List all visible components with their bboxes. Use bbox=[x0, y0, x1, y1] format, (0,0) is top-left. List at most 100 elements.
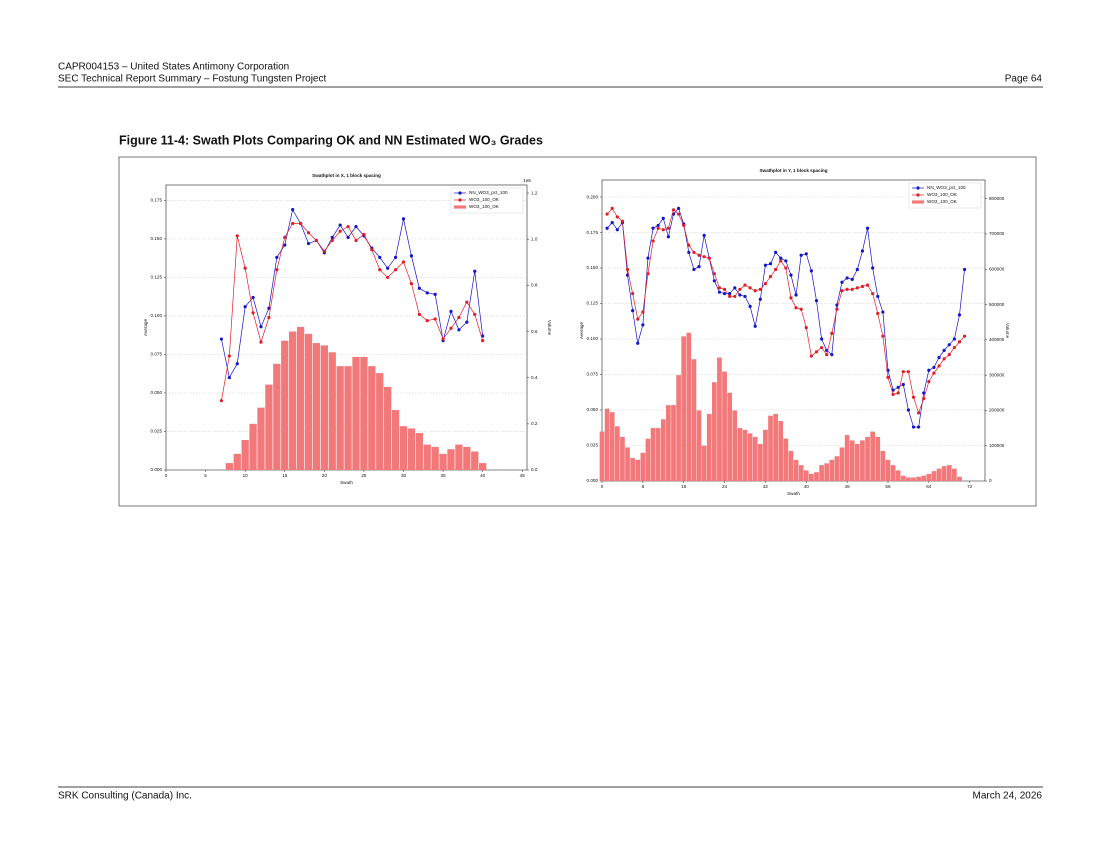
grade-point bbox=[712, 279, 716, 283]
grade-point bbox=[733, 286, 737, 290]
grade-point bbox=[291, 221, 295, 226]
grade-point bbox=[860, 284, 865, 289]
grade-point bbox=[227, 375, 231, 380]
grade-point bbox=[722, 287, 727, 291]
volume-bar bbox=[911, 477, 916, 481]
grade-point bbox=[922, 397, 926, 401]
volume-bar bbox=[696, 410, 702, 481]
volume-bar bbox=[599, 431, 605, 481]
volume-bar bbox=[289, 331, 297, 470]
grade-point bbox=[259, 340, 263, 344]
volume-bar bbox=[304, 333, 313, 470]
volume-bar bbox=[676, 375, 681, 481]
volume-bar bbox=[717, 357, 722, 481]
volume-bar bbox=[384, 386, 392, 470]
grade-point bbox=[251, 295, 255, 300]
volume-bar bbox=[803, 470, 809, 481]
grade-point bbox=[615, 215, 619, 219]
grade-point bbox=[819, 345, 824, 350]
grade-point bbox=[891, 392, 895, 396]
volume-bar bbox=[844, 435, 850, 481]
volume-bar bbox=[860, 440, 865, 481]
grade-point bbox=[809, 354, 813, 358]
legend-swatch bbox=[912, 200, 924, 204]
grade-point bbox=[605, 212, 609, 216]
grade-point bbox=[646, 256, 650, 260]
volume-bar bbox=[793, 459, 799, 481]
volume-bar bbox=[614, 426, 620, 481]
volume-bar bbox=[399, 426, 408, 470]
volume-bar bbox=[233, 453, 241, 470]
chart-title: Swathplot in Y, 1 block spacing bbox=[759, 168, 827, 173]
legend-label: WO3_100_OK bbox=[927, 199, 958, 204]
grade-point bbox=[804, 326, 808, 330]
grade-point bbox=[917, 425, 921, 429]
grade-point bbox=[465, 320, 469, 324]
grade-point bbox=[433, 292, 437, 296]
volume-bar bbox=[620, 436, 625, 481]
grade-point bbox=[687, 250, 691, 255]
legend-marker bbox=[458, 191, 462, 195]
grade-point bbox=[409, 281, 414, 286]
grade-point bbox=[927, 380, 931, 384]
x-tick-label: 56 bbox=[885, 484, 891, 489]
grade-point bbox=[243, 305, 247, 309]
grade-point bbox=[651, 226, 655, 230]
grade-point bbox=[646, 272, 650, 276]
grade-point bbox=[886, 375, 890, 379]
volume-bar bbox=[900, 475, 906, 481]
grade-point bbox=[393, 268, 398, 272]
y-tick-label: 0.175 bbox=[151, 198, 163, 203]
grade-point bbox=[748, 304, 752, 308]
volume-bar bbox=[854, 443, 860, 481]
grade-point bbox=[346, 224, 350, 229]
grade-point bbox=[251, 311, 255, 315]
grade-point bbox=[911, 425, 916, 429]
volume-bar bbox=[941, 466, 947, 481]
y-tick-label: 0.100 bbox=[587, 336, 599, 341]
volume-bar bbox=[957, 476, 962, 481]
grade-point bbox=[433, 317, 437, 321]
grade-point bbox=[267, 306, 271, 310]
y2-tick-label: 1.2 bbox=[531, 190, 538, 195]
grade-point bbox=[789, 296, 793, 300]
grade-point bbox=[906, 370, 911, 374]
x-tick-label: 64 bbox=[926, 484, 932, 489]
grade-point bbox=[881, 310, 885, 314]
grade-point bbox=[697, 265, 701, 269]
grade-point bbox=[219, 399, 224, 403]
y-tick-label: 0.125 bbox=[151, 275, 163, 280]
grade-point bbox=[330, 238, 334, 243]
y-tick-label: 0.025 bbox=[587, 443, 599, 448]
y-axis-label: Average bbox=[579, 322, 584, 339]
grade-point bbox=[865, 283, 870, 287]
grade-point bbox=[957, 313, 962, 317]
grade-point bbox=[641, 323, 645, 327]
grade-point bbox=[855, 267, 859, 272]
volume-bar bbox=[706, 413, 712, 481]
grade-point bbox=[799, 307, 803, 311]
grade-point bbox=[728, 294, 732, 299]
volume-bar bbox=[809, 473, 814, 481]
x-tick-label: 40 bbox=[804, 484, 810, 489]
y-tick-label: 0.000 bbox=[587, 478, 599, 483]
footer-date: March 24, 2026 bbox=[973, 791, 1043, 802]
grade-point bbox=[876, 294, 880, 299]
page-number: Page 64 bbox=[1005, 74, 1043, 85]
x-tick-label: 35 bbox=[441, 473, 447, 478]
y2-tick-label: 300000 bbox=[989, 372, 1005, 377]
grade-point bbox=[417, 286, 421, 290]
grade-point bbox=[338, 229, 342, 233]
legend-label: WO3_100_OK bbox=[469, 197, 500, 202]
grade-point bbox=[641, 310, 645, 314]
y-tick-label: 0.100 bbox=[151, 313, 163, 318]
grade-point bbox=[722, 291, 727, 296]
legend-label: WO3_100_OK bbox=[469, 204, 500, 209]
grade-point bbox=[784, 259, 788, 263]
volume-bar bbox=[737, 428, 743, 481]
volume-bar bbox=[936, 468, 942, 481]
y2-tick-label: 0.4 bbox=[531, 375, 538, 380]
grade-point bbox=[860, 249, 865, 253]
y2-tick-label: 700000 bbox=[989, 231, 1005, 236]
x-tick-label: 15 bbox=[282, 473, 288, 478]
